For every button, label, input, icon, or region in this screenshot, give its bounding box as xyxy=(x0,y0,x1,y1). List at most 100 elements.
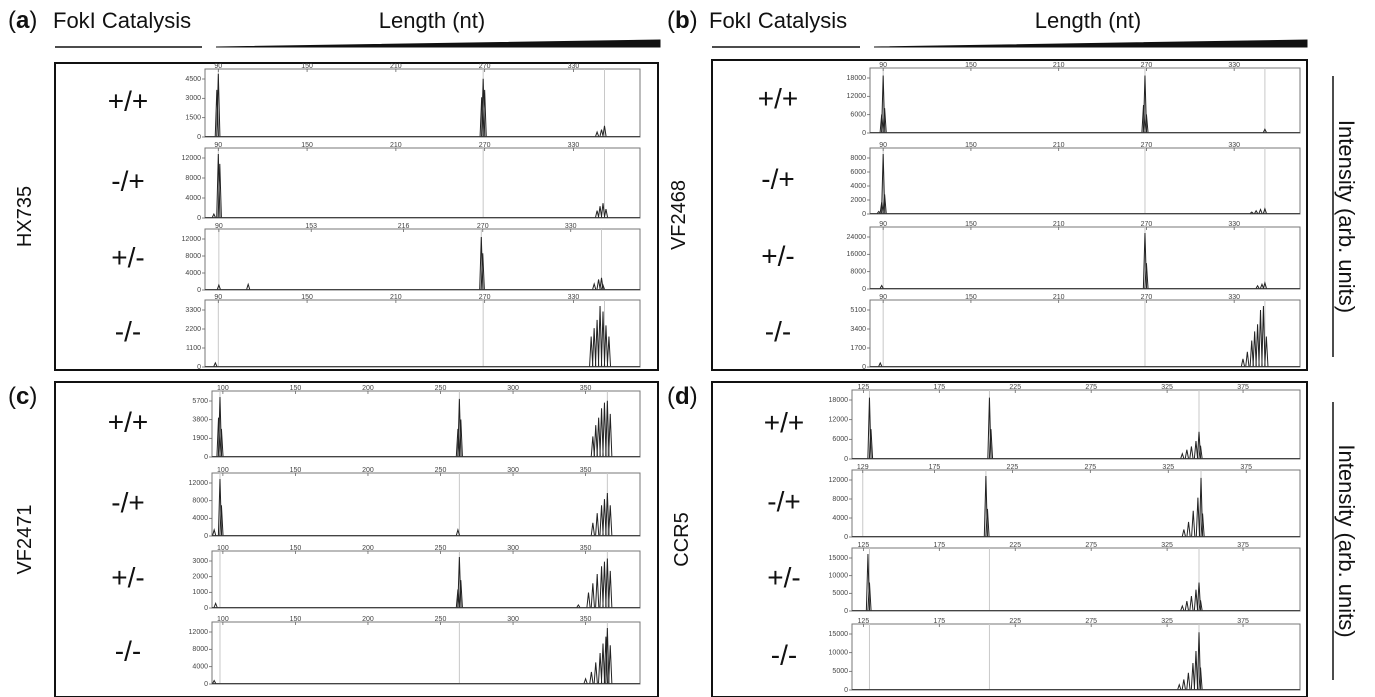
trace-plot-area xyxy=(851,389,1301,460)
trace-peak xyxy=(593,425,598,457)
condition-label: +/- xyxy=(111,562,144,593)
trace-0: +/+ 125 175 225 275 325 375 18000 12000 6000 0 xyxy=(764,384,1301,463)
panel-c: (c) VF2471 +/+ 100 150 200 250 300 350 5700 3800 19… xyxy=(8,381,659,697)
trace-peak xyxy=(605,493,610,536)
x-tick-label: 210 xyxy=(390,294,402,301)
trace-peak xyxy=(608,570,613,608)
x-tick-label: 300 xyxy=(507,616,519,623)
trace-peak xyxy=(1258,310,1263,367)
panel-d: (d) CCR5 Intensity (arb. units) +/+ 125 175 22… xyxy=(667,381,1359,697)
x-tick-label: 225 xyxy=(1007,464,1019,471)
trace-peak xyxy=(1249,211,1254,214)
y-tick-label: 12000 xyxy=(189,480,209,487)
y-tick-label: 0 xyxy=(197,215,201,222)
x-tick-label: 210 xyxy=(390,142,402,149)
panel-label-letter: b xyxy=(675,7,690,34)
x-tick-label: 150 xyxy=(965,142,977,149)
trace-1: -/+ 129 175 225 275 325 375 12000 8000 4000 0 xyxy=(767,464,1301,541)
trace-plot-area xyxy=(211,390,641,458)
y-tick-label: 0 xyxy=(862,130,866,137)
trace-1: -/+ 90 150 210 270 330 8000 6000 4000 2000 0 xyxy=(761,142,1301,218)
panel-b: (b) FokI Catalysis Length (nt) VF2468 Intens… xyxy=(667,7,1359,371)
condition-label: +/- xyxy=(111,242,144,273)
panel-label-letter: a xyxy=(16,7,30,34)
trace-peak xyxy=(1195,497,1200,537)
trace-peak xyxy=(1186,672,1191,690)
trace-peak xyxy=(599,566,604,608)
y-tick-label: 6000 xyxy=(850,112,866,119)
panel-label-close: ) xyxy=(690,7,698,34)
trace-peak xyxy=(1198,445,1203,459)
trace-peak xyxy=(600,643,606,684)
x-tick-label: 210 xyxy=(1053,294,1065,301)
y-tick-label: 18000 xyxy=(847,75,867,82)
x-tick-label: 200 xyxy=(362,545,374,552)
x-tick-label: 275 xyxy=(1085,384,1097,391)
x-tick-label: 90 xyxy=(215,223,223,230)
x-tick-label: 250 xyxy=(435,545,447,552)
x-tick-label: 216 xyxy=(398,223,410,230)
catalysis-label: FokI Catalysis xyxy=(709,8,847,33)
y-tick-label: 15000 xyxy=(829,631,849,638)
trace-plot-area xyxy=(869,67,1301,134)
condition-label: +/+ xyxy=(108,406,148,437)
trace-peak xyxy=(576,603,581,608)
trace-peak xyxy=(600,311,606,367)
x-tick-label: 330 xyxy=(1228,221,1240,228)
x-tick-label: 350 xyxy=(580,467,592,474)
x-tick-label: 100 xyxy=(217,385,229,392)
x-tick-label: 375 xyxy=(1237,542,1249,549)
x-tick-label: 275 xyxy=(1085,542,1097,549)
condition-label: -/+ xyxy=(761,163,794,194)
trace-2: +/- 125 175 225 275 325 375 15000 10000 5000 0 xyxy=(767,542,1301,615)
y-tick-label: 0 xyxy=(862,286,866,293)
x-tick-label: 150 xyxy=(290,545,302,552)
trace-peak xyxy=(1262,281,1267,289)
trace-plot-area xyxy=(869,299,1301,368)
trace-plot-area xyxy=(204,68,641,138)
trace-peak xyxy=(600,203,606,218)
trace-peak xyxy=(213,361,218,367)
condition-label: -/+ xyxy=(111,487,144,518)
trace-peak xyxy=(1184,449,1189,459)
y-tick-label: 4000 xyxy=(850,183,866,190)
condition-label: -/- xyxy=(115,316,141,347)
x-tick-label: 100 xyxy=(217,545,229,552)
y-tick-label: 8000 xyxy=(185,175,201,182)
trace-peak xyxy=(586,592,591,608)
trace-peak xyxy=(988,429,994,459)
panel-label-open: ( xyxy=(667,383,675,410)
trace-peak xyxy=(1144,263,1149,289)
y-tick-label: 0 xyxy=(862,211,866,218)
y-tick-label: 3800 xyxy=(192,417,208,424)
y-tick-label: 8000 xyxy=(850,155,866,162)
x-tick-label: 225 xyxy=(1009,618,1021,625)
x-tick-label: 375 xyxy=(1240,464,1252,471)
sample-label: VF2468 xyxy=(668,180,690,250)
trace-peak xyxy=(878,361,883,367)
trace-peak xyxy=(1259,282,1265,289)
x-tick-label: 125 xyxy=(858,384,870,391)
y-tick-label: 0 xyxy=(204,454,208,461)
trace-peak xyxy=(882,108,887,133)
trace-peak xyxy=(216,283,221,290)
x-tick-label: 275 xyxy=(1085,618,1097,625)
y-tick-label: 12000 xyxy=(829,477,849,484)
length-label: Length (nt) xyxy=(379,8,485,33)
trace-peak xyxy=(217,163,222,218)
trace-peak xyxy=(1240,358,1246,367)
x-tick-label: 150 xyxy=(301,63,313,70)
trace-plot-area xyxy=(211,472,641,537)
trace-peak xyxy=(1264,336,1269,367)
trace-peak xyxy=(985,508,990,537)
x-tick-label: 210 xyxy=(390,63,402,70)
x-tick-label: 350 xyxy=(580,545,592,552)
y-tick-label: 15000 xyxy=(829,555,849,562)
y-tick-label: 10000 xyxy=(829,573,849,580)
trace-plot-area xyxy=(851,547,1301,612)
x-tick-label: 330 xyxy=(1228,62,1240,69)
y-tick-label: 0 xyxy=(197,287,201,294)
x-tick-label: 350 xyxy=(580,616,592,623)
x-tick-label: 150 xyxy=(301,294,313,301)
y-tick-label: 12000 xyxy=(182,236,202,243)
